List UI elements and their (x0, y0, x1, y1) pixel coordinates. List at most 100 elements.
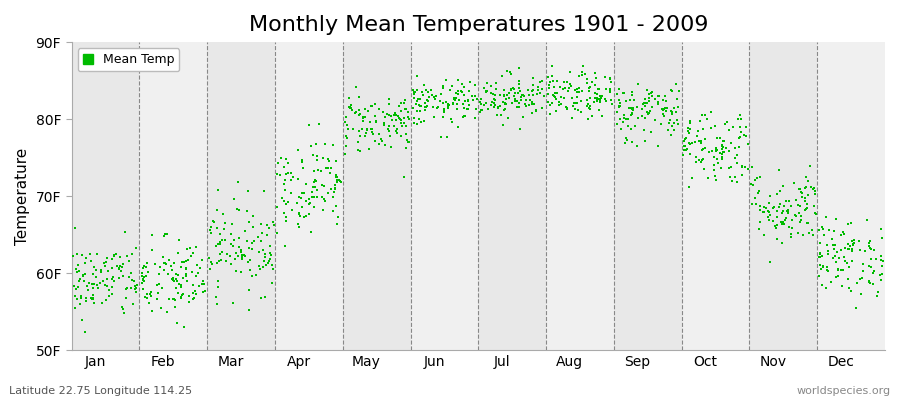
Point (739, 133, 753, 140)
Point (316, 206, 330, 213)
Point (136, 265, 150, 271)
Point (359, 130, 374, 136)
Point (256, 258, 271, 264)
Point (638, 95, 652, 102)
Point (256, 188, 271, 194)
Point (605, 101, 619, 108)
Point (590, 86, 605, 92)
Point (238, 252, 252, 259)
Point (761, 208, 776, 215)
Point (91, 285, 105, 292)
Point (613, 126, 627, 132)
Point (218, 220, 232, 226)
Point (469, 106, 483, 113)
Point (411, 115, 426, 122)
Point (560, 79, 574, 85)
Point (684, 140, 698, 146)
Point (497, 92, 511, 98)
Point (724, 178, 739, 184)
Point (792, 210, 806, 216)
Point (862, 278, 877, 284)
Point (590, 98, 605, 104)
Point (100, 283, 114, 290)
Point (129, 245, 143, 251)
Point (617, 112, 632, 118)
Point (343, 104, 357, 111)
Point (418, 107, 432, 113)
Point (648, 95, 662, 102)
Point (462, 102, 476, 108)
Point (483, 102, 498, 108)
Point (609, 109, 624, 116)
Point (525, 101, 539, 107)
Point (625, 89, 639, 95)
Point (204, 229, 219, 236)
Point (861, 263, 876, 269)
Point (70, 268, 85, 275)
Point (215, 249, 230, 256)
Point (590, 91, 604, 97)
Point (768, 223, 782, 229)
Point (291, 221, 305, 227)
Point (338, 118, 353, 125)
Point (183, 244, 197, 251)
Point (541, 99, 555, 105)
Point (169, 284, 184, 291)
Point (112, 266, 126, 272)
Point (522, 92, 536, 98)
Point (631, 81, 645, 87)
Point (531, 84, 545, 90)
Point (98, 263, 112, 269)
Point (235, 251, 249, 258)
Point (514, 94, 528, 100)
Point (329, 221, 344, 227)
Point (94, 300, 109, 306)
Point (209, 294, 223, 300)
Point (443, 87, 457, 93)
Point (134, 280, 148, 286)
Point (338, 151, 353, 158)
Point (470, 96, 484, 102)
Point (716, 137, 730, 144)
Point (475, 106, 490, 113)
Point (284, 177, 299, 183)
Point (824, 279, 839, 285)
Point (843, 243, 858, 250)
Point (353, 148, 367, 154)
Point (826, 255, 841, 261)
Point (341, 126, 356, 132)
Point (773, 201, 788, 207)
Point (841, 221, 855, 228)
Point (206, 218, 220, 224)
Point (691, 128, 706, 134)
Point (572, 73, 587, 80)
Point (528, 107, 543, 114)
Bar (817, 42, 885, 350)
Point (698, 136, 713, 142)
Point (87, 264, 102, 270)
Point (434, 90, 448, 97)
Point (304, 229, 319, 236)
Point (418, 87, 433, 93)
Point (407, 90, 421, 97)
Point (295, 159, 310, 165)
Point (130, 282, 144, 288)
Point (808, 210, 823, 216)
Point (266, 222, 281, 228)
Point (519, 103, 534, 109)
Point (640, 111, 654, 118)
Point (683, 120, 698, 127)
Point (840, 259, 854, 266)
Point (618, 98, 633, 104)
Point (75, 316, 89, 323)
Point (210, 260, 224, 266)
Point (362, 146, 376, 152)
Point (874, 277, 888, 283)
Point (741, 166, 755, 172)
Point (258, 262, 273, 268)
Point (265, 262, 279, 268)
Point (227, 196, 241, 202)
Point (233, 269, 248, 276)
Point (512, 85, 526, 91)
Point (719, 118, 733, 125)
